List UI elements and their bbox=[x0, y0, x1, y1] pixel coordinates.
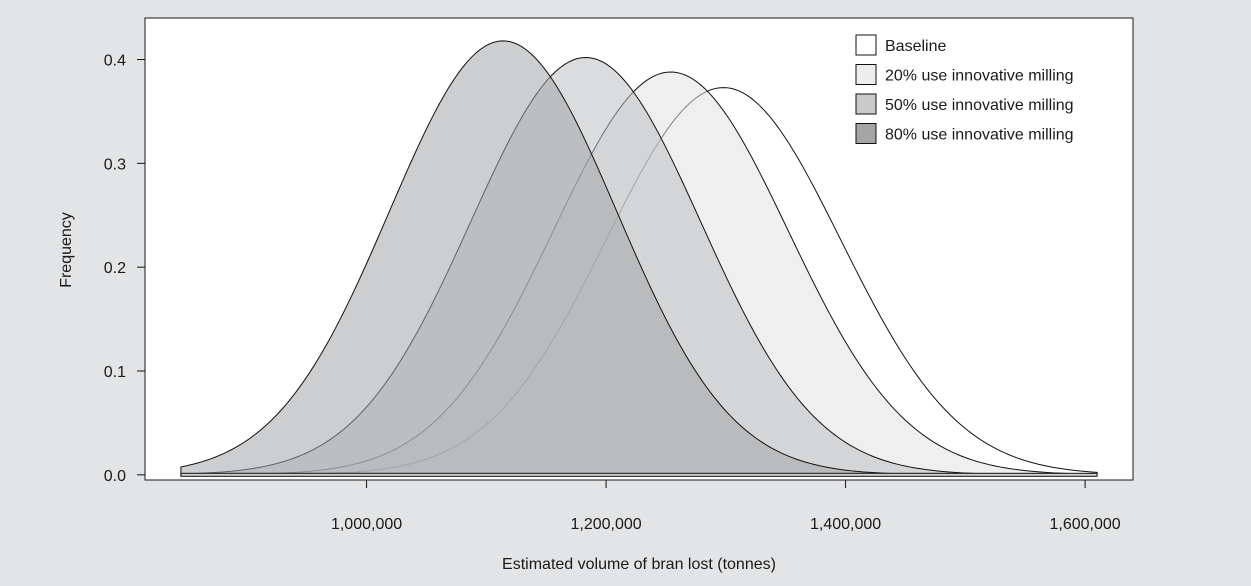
x-tick-label: 1,600,000 bbox=[1050, 516, 1121, 533]
legend-label: Baseline bbox=[885, 38, 946, 55]
x-tick-label: 1,000,000 bbox=[331, 516, 402, 533]
y-tick-label: 0.3 bbox=[104, 156, 126, 173]
legend-swatch bbox=[855, 64, 877, 85]
baseline-strip bbox=[180, 472, 1098, 477]
y-tick-label: 0.2 bbox=[104, 260, 126, 277]
curves bbox=[180, 40, 1098, 477]
axis-ticks: 1,000,000 1,200,000 1,400,000 1,600,000 0.0 0… bbox=[104, 53, 1121, 533]
x-tick-label: 1,200,000 bbox=[570, 516, 641, 533]
legend-label: 80% use innovative milling bbox=[885, 127, 1074, 144]
x-tick-label: 1,400,000 bbox=[810, 516, 881, 533]
y-tick-label: 0.4 bbox=[104, 53, 126, 70]
legend-swatch bbox=[855, 123, 877, 144]
legend-swatch bbox=[855, 34, 877, 56]
legend-label: 50% use innovative milling bbox=[885, 97, 1074, 114]
legend: Baseline 20% use innovative milling 50% us… bbox=[855, 34, 1074, 144]
x-axis-label: Estimated volume of bran lost (tonnes) bbox=[502, 556, 776, 573]
legend-swatch bbox=[855, 93, 877, 115]
legend-label: 20% use innovative milling bbox=[885, 68, 1074, 85]
y-axis-label: Frequency bbox=[58, 212, 75, 288]
y-tick-label: 0.0 bbox=[104, 468, 126, 485]
y-tick-label: 0.1 bbox=[104, 364, 126, 381]
